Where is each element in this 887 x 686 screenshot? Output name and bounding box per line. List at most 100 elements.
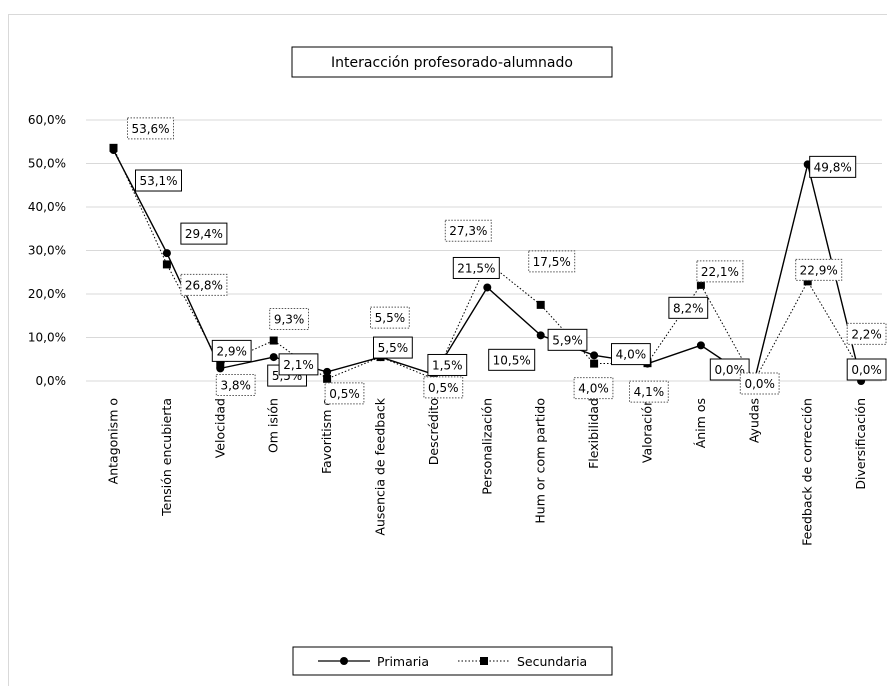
data-label-secundaria: 5,5% [370, 306, 410, 329]
data-label-secundaria: 0,0% [739, 372, 780, 395]
data-point-primaria [536, 331, 545, 340]
data-label-text: 5,5% [378, 341, 409, 355]
x-axis-ticks: Antagonism o Tensión encubierta Velocidad O… [106, 397, 869, 546]
data-label-box [846, 322, 887, 345]
data-label-text: 22,9% [800, 263, 838, 277]
data-label-box [795, 258, 843, 281]
y-tick-label: 30,0% [28, 244, 66, 258]
data-point-primaria [483, 283, 492, 292]
data-point-primaria [323, 367, 332, 376]
data-label-text: 2,9% [216, 344, 247, 358]
data-label-primaria: 5,5% [373, 336, 413, 359]
data-label-primaria: 49,8% [809, 155, 857, 178]
data-label-secundaria: 0,5% [423, 376, 464, 399]
data-label-box [739, 372, 780, 395]
data-label-text: 4,1% [634, 385, 665, 399]
x-tick-label: Descrédito [426, 398, 441, 465]
data-label-primaria: 21,5% [452, 256, 500, 279]
y-tick-label: 40,0% [28, 200, 66, 214]
legend-secundaria-label: Secundaria [517, 654, 587, 669]
data-label-text: 29,4% [185, 227, 223, 241]
data-label-secundaria: 9,3% [269, 308, 310, 331]
data-label-text: 26,8% [185, 278, 223, 292]
x-tick-label: Favoritism o [319, 398, 334, 474]
data-label-box [629, 380, 669, 403]
legend-primaria-marker [340, 657, 348, 665]
data-label-box [488, 348, 536, 371]
data-point-secundaria [269, 336, 278, 345]
data-label-secundaria: 3,8% [215, 373, 256, 396]
x-tick-label: Ánim os [693, 398, 708, 448]
data-point-secundaria [323, 374, 332, 383]
data-point-primaria [162, 249, 171, 258]
data-label-box [611, 343, 651, 366]
legend: Primaria Secundaria [292, 646, 613, 676]
data-label-box [135, 169, 182, 192]
data-label-box [180, 273, 228, 296]
data-label-text: 1,5% [432, 358, 463, 372]
data-label-box [211, 339, 252, 362]
data-label-text: 17,5% [533, 255, 571, 269]
data-label-box [709, 358, 750, 381]
data-label-primaria: 1,5% [427, 353, 468, 376]
data-label-primaria: 4,0% [611, 343, 651, 366]
data-label-box [547, 328, 588, 351]
data-label-box [528, 250, 576, 273]
data-label-box [846, 358, 887, 381]
data-label-secundaria: 26,8% [180, 273, 228, 296]
data-label-box [373, 336, 413, 359]
chart-frame [8, 14, 887, 686]
data-label-primaria: 0,0% [709, 358, 750, 381]
data-label-box [444, 219, 492, 242]
data-label-box [324, 382, 365, 405]
data-label-text: 9,3% [274, 313, 305, 327]
data-point-primaria [696, 341, 705, 350]
data-label-text: 49,8% [814, 160, 852, 174]
y-axis-ticks: 60,0% 50,0% 40,0% 30,0% 20,0% 10,0% 0,0% [28, 113, 66, 388]
data-label-secundaria: 53,6% [127, 117, 174, 140]
data-label-primaria: 10,5% [488, 348, 536, 371]
data-label-box [278, 353, 319, 376]
data-label-text: 53,6% [131, 122, 169, 136]
x-tick-label: Velocidad [212, 398, 227, 458]
x-tick-label: Personalización [479, 398, 494, 495]
data-label-primaria: 53,1% [135, 169, 182, 192]
data-point-secundaria [162, 260, 171, 269]
data-label-text: 0,5% [428, 381, 459, 395]
data-label-text: 5,9% [552, 333, 583, 347]
data-point-secundaria [590, 359, 599, 368]
x-tick-label: Diversificación [853, 398, 868, 490]
data-label-text: 2,1% [283, 358, 314, 372]
data-label-secundaria: 22,1% [696, 260, 744, 283]
data-point-secundaria [216, 360, 225, 369]
data-label-text: 8,2% [673, 301, 704, 315]
data-label-secundaria: 4,0% [573, 377, 614, 400]
x-tick-label: Tensión encubierta [159, 398, 174, 517]
data-label-text: 5,5% [375, 311, 406, 325]
data-label-box [269, 308, 310, 331]
data-label-box [423, 376, 464, 399]
data-label-secundaria: 4,1% [629, 380, 669, 403]
data-label-secundaria: 2,2% [846, 322, 887, 345]
chart-title-text: Interacción profesorado-alumnado [331, 55, 573, 71]
x-tick-label: Valoración [640, 398, 655, 463]
data-label-primaria: 29,4% [180, 222, 228, 245]
data-label-text: 27,3% [449, 224, 487, 238]
data-label-text: 0,0% [714, 363, 745, 377]
data-label-secundaria: 0,5% [324, 382, 365, 405]
gridlines [86, 119, 882, 382]
data-label-secundaria: 22,9% [795, 258, 843, 281]
x-tick-label: Flexibilidad [586, 398, 601, 469]
x-tick-label: Ayudas [746, 398, 761, 443]
data-point-secundaria [803, 277, 812, 286]
data-label-text: 0,0% [851, 363, 882, 377]
data-label-box [427, 353, 468, 376]
data-label-secundaria: 27,3% [444, 219, 492, 242]
data-label-text: 10,5% [493, 353, 531, 367]
data-label-text: 22,1% [701, 265, 739, 279]
x-tick-label: Antagonism o [106, 398, 121, 484]
data-label-box [215, 373, 256, 396]
data-label-primaria: 2,9% [211, 339, 252, 362]
y-tick-label: 10,0% [28, 331, 66, 345]
